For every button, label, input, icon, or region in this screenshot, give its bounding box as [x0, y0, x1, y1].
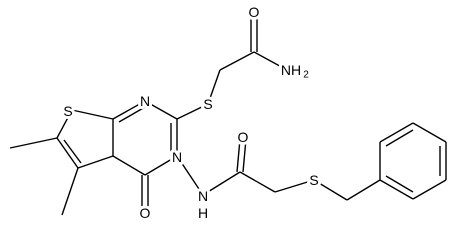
atom-label: N	[172, 149, 182, 165]
atom-label: O	[249, 4, 260, 20]
atom-label: O	[140, 205, 151, 221]
atom-subscript: 2	[303, 70, 309, 81]
atom-hydrogen: H	[198, 205, 208, 221]
atom-label: S	[203, 96, 212, 112]
atom-label: S	[309, 172, 318, 188]
bonds	[9, 14, 447, 216]
atom-label: O	[238, 129, 249, 145]
atom-label: N	[198, 188, 208, 204]
atom-label: N	[140, 93, 150, 109]
atom-labels: O NH 2 S N S N O N H O S	[60, 1, 321, 224]
atom-label: S	[63, 103, 72, 119]
atom-label: NH	[281, 62, 301, 78]
